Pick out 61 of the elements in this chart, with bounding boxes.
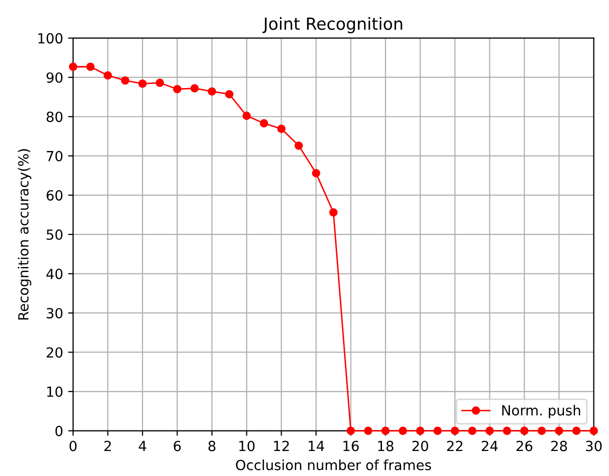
x-tick-label: 20 [412,440,428,452]
point [520,426,529,435]
x-tick-label: 28 [551,440,567,452]
y-tick-label: 100 [38,33,62,44]
point [538,426,546,435]
point [468,426,476,435]
point [225,90,234,98]
y-tick-label: 50 [46,229,62,240]
y-tick-label: 40 [46,268,62,280]
y-tick-label: 30 [46,308,62,318]
point [502,426,512,435]
x-tick-label: 8 [208,440,216,452]
x-tick-label: 30 [586,440,602,452]
point [104,71,112,80]
point [381,426,390,435]
x-tick-label: 2 [104,440,111,452]
x-tick-label: 6 [174,440,181,452]
point [485,426,494,435]
chart-title: Joint Recognition [262,17,402,34]
point [277,124,286,133]
point [173,84,182,94]
point [208,87,216,96]
y-tick-label: 90 [46,72,62,83]
point [398,426,408,435]
y-axis-title: Recognition accuracy(%) [18,149,32,320]
point [68,62,78,71]
y-tick-label: 0 [55,426,62,436]
point [120,76,130,85]
y-tick-label: 10 [47,386,62,397]
point [294,142,303,150]
point [260,119,268,128]
point [364,426,372,435]
point [312,169,320,178]
x-tick-label: 10 [239,440,255,452]
y-tick-label: 70 [46,150,62,162]
x-tick-label: 16 [343,440,359,452]
x-axis-title: Occlusion number of frames [236,460,432,470]
point [416,426,424,435]
y-tick-label: 80 [46,112,62,122]
point [554,426,564,435]
y-tick-label: 60 [46,190,62,201]
point [86,62,95,71]
x-tick-label: 22 [447,440,462,452]
x-tick-label: 12 [274,440,289,452]
x-tick-label: 24 [482,440,498,452]
legend-label: Norm. push [502,404,580,418]
point [450,426,460,435]
point [190,84,199,93]
x-tick-label: 26 [516,440,532,452]
x-tick-label: 14 [308,440,324,452]
x-tick-label: 0 [70,440,77,452]
point [346,426,355,435]
y-tick-label: 20 [46,347,62,358]
point [156,78,164,88]
x-tick-label: 4 [138,440,146,452]
point [329,208,338,217]
point [433,426,442,435]
point [138,79,147,88]
x-tick-label: 18 [378,440,394,452]
point [572,426,581,435]
point [242,112,251,120]
